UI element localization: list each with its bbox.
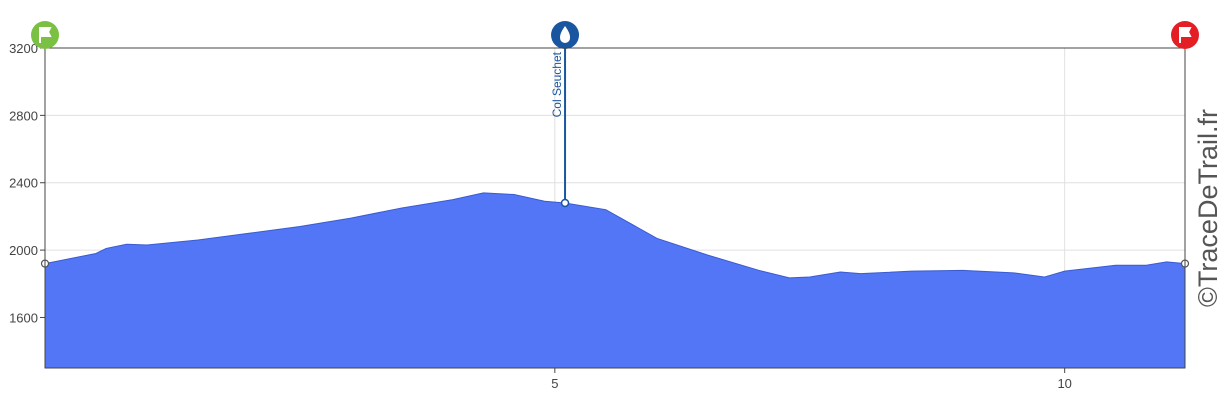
x-tick-label: 10	[1057, 376, 1071, 391]
annotation-label: Col Seuchet	[550, 51, 564, 117]
x-tick-label: 5	[551, 376, 558, 391]
annotation-point	[560, 198, 570, 208]
y-tick-label: 2000	[9, 243, 38, 258]
plot: 1600 2000 2400 2800 3200 5 10 Col Seuchet	[9, 21, 1190, 391]
elevation-area	[44, 192, 1186, 369]
y-tick-label: 2400	[9, 176, 38, 191]
y-tick-label: 3200	[9, 41, 38, 56]
y-tick-label: 1600	[9, 310, 38, 325]
water-drop	[560, 26, 571, 43]
y-tick-label: 2800	[9, 108, 38, 123]
watermark: ©TraceDeTrail.fr	[1193, 109, 1223, 307]
finish-flag	[1171, 21, 1199, 49]
start-flag	[31, 21, 59, 49]
